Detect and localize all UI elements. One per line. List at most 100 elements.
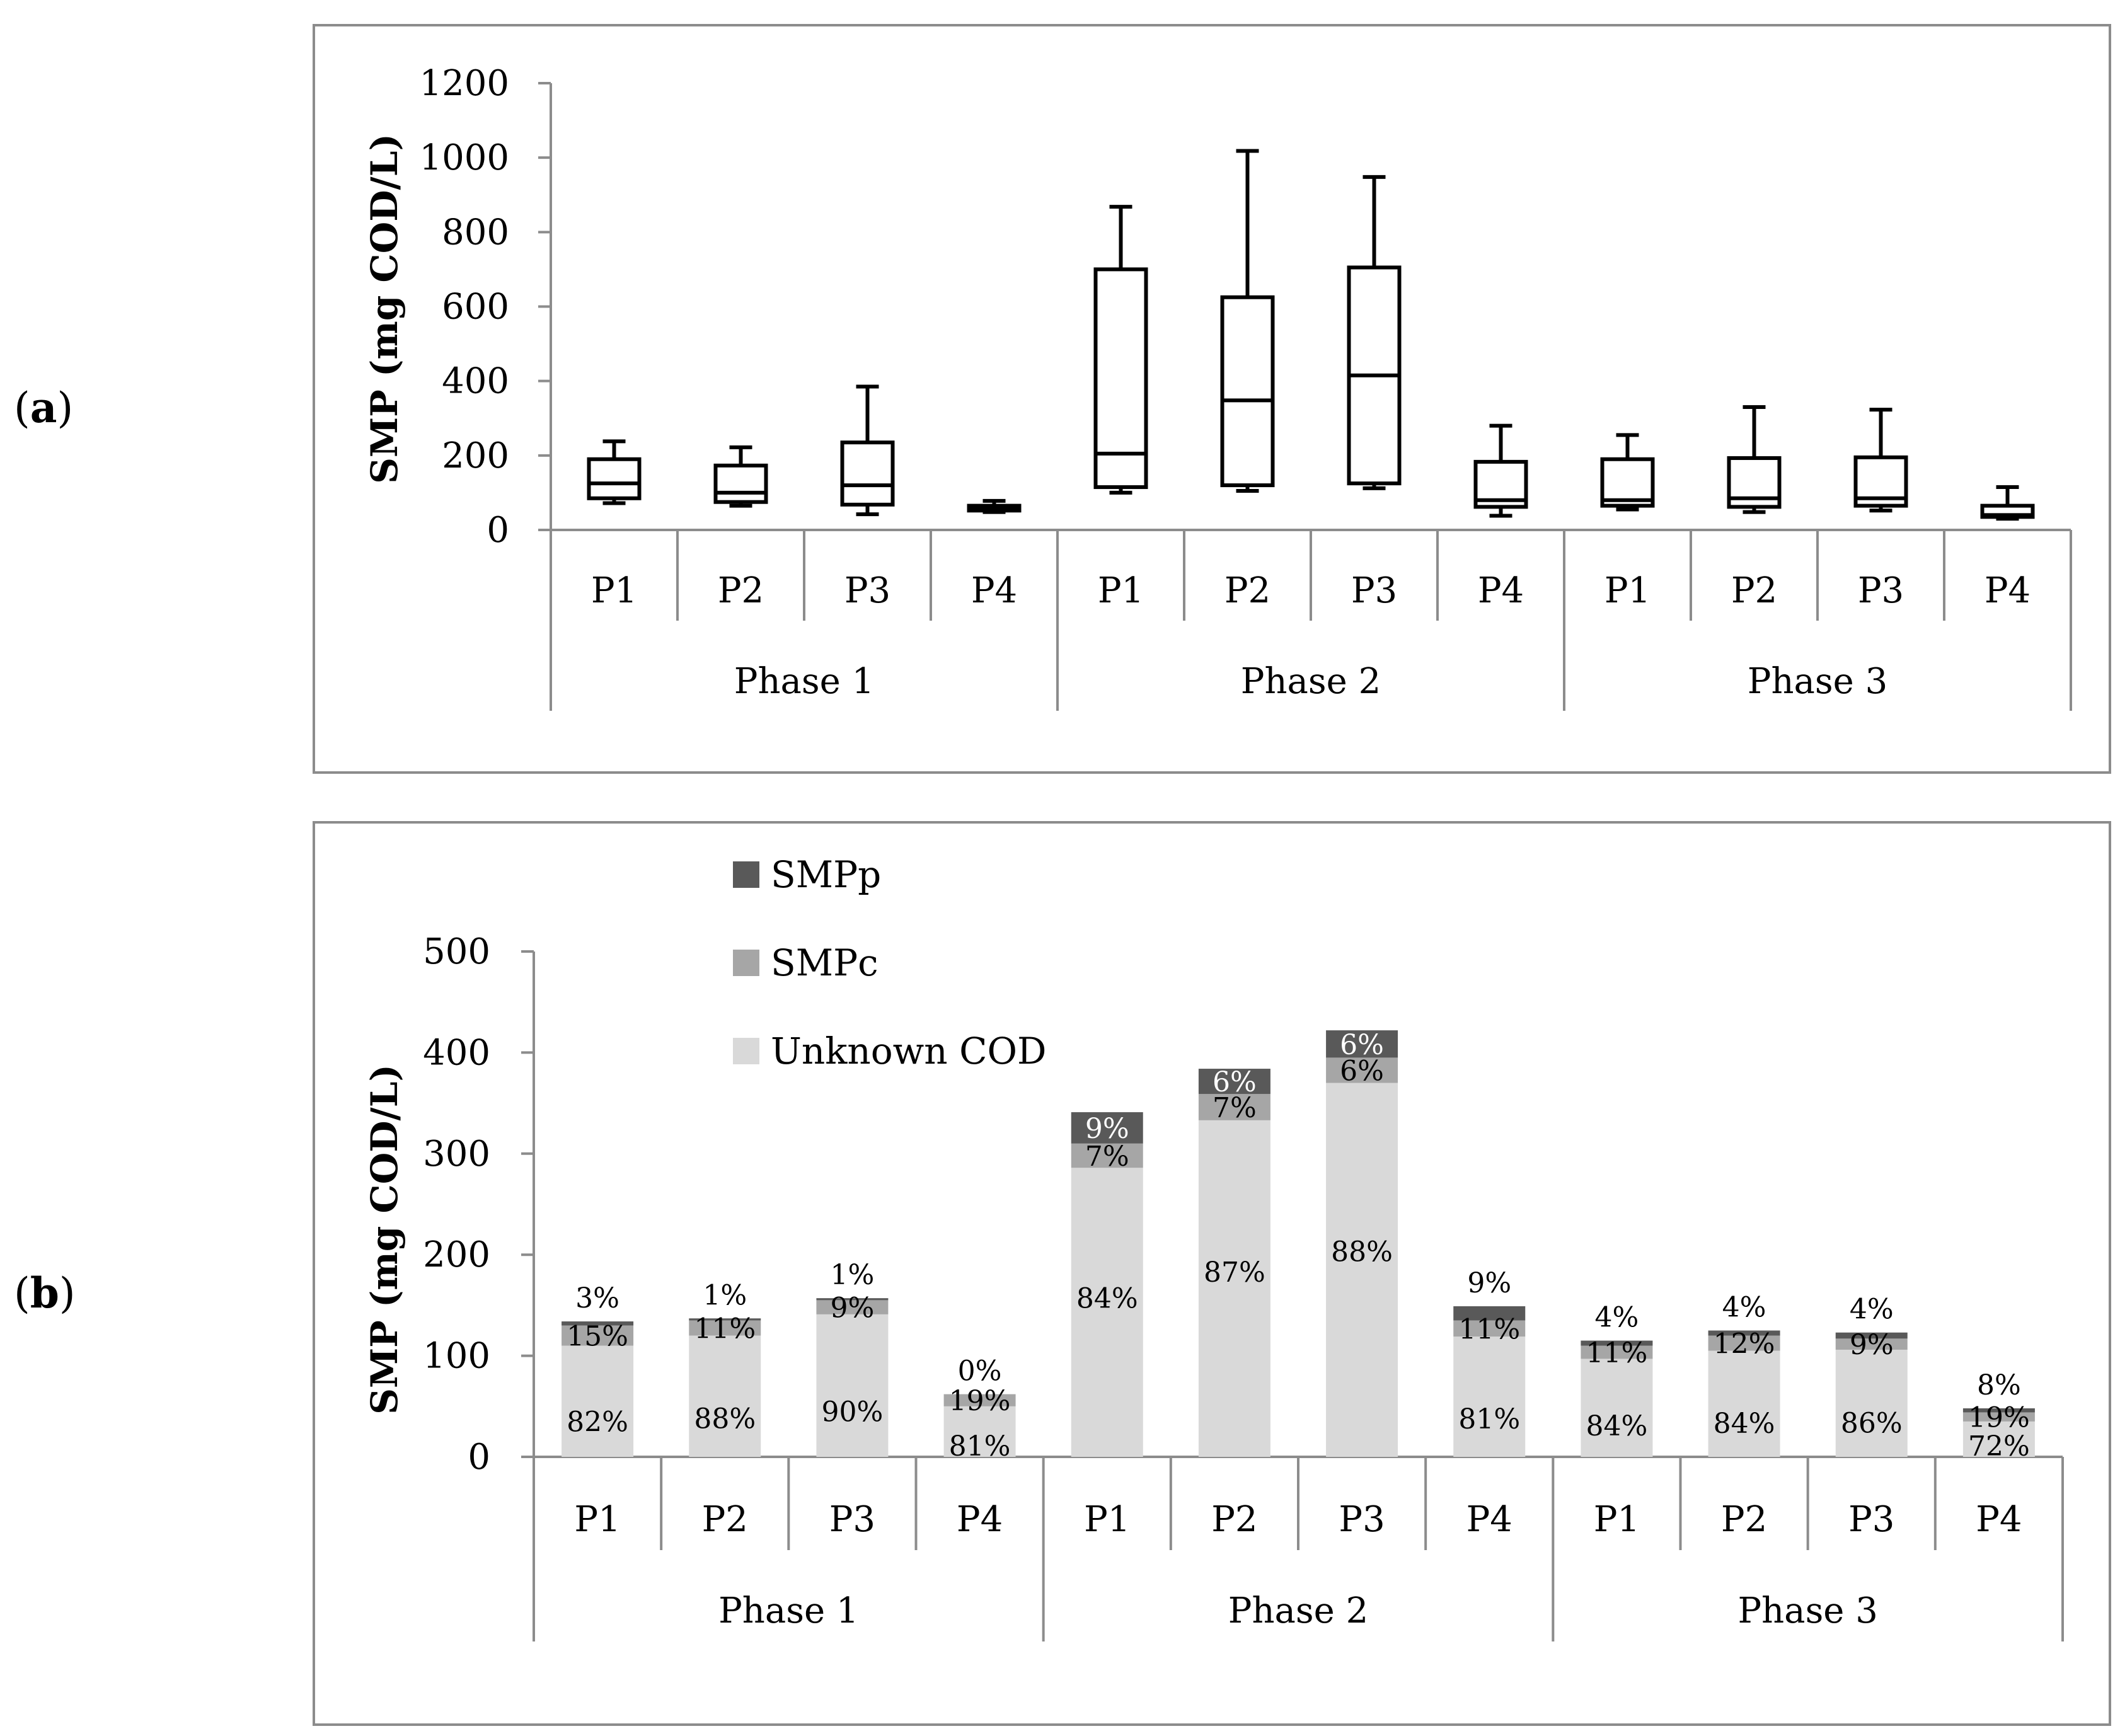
panel-b-y-axis-label: SMP (mg COD/L) <box>363 1064 406 1415</box>
bar-segment-smpp <box>1835 1332 1908 1339</box>
x-tick-label: P4 <box>1985 570 2031 611</box>
bar-stack: 88% 6%6% <box>1326 1029 1398 1457</box>
x-tick-label: P4 <box>971 570 1017 611</box>
legend-swatch <box>733 950 759 976</box>
bar-label-smpc: 7% <box>1213 1092 1257 1124</box>
bar-label-smpc: 7% <box>1085 1141 1129 1173</box>
box-item <box>1727 405 1782 514</box>
bar-label-unknown: 72% <box>1968 1430 2030 1463</box>
box-item <box>967 498 1022 514</box>
bar-label-smpc: 9% <box>831 1292 875 1325</box>
bar-segment-smpp <box>1453 1306 1526 1321</box>
bar-label-smpc: 19% <box>949 1385 1011 1417</box>
x-tick-label: P1 <box>1084 1499 1130 1540</box>
bar-stack: 84% 12% 4% <box>1708 1292 1780 1457</box>
bar-stack: 72%19%8% <box>1962 1369 2035 1463</box>
bar-segment-unknown-cod <box>816 1314 889 1457</box>
bar-label-unknown: 81% <box>949 1430 1011 1463</box>
bar-segment-unknown-cod <box>1962 1421 2035 1457</box>
bar-segment-smpc <box>1835 1338 1908 1350</box>
bar-segment-unknown-cod <box>689 1335 761 1457</box>
x-tick-label: P4 <box>1976 1499 2022 1540</box>
bar-segment-smpp <box>1581 1340 1653 1346</box>
bar-label-smpp: 1% <box>831 1259 875 1291</box>
x-tick-label: P2 <box>1721 1499 1767 1540</box>
x-tick-label: P3 <box>1858 570 1904 611</box>
panel-a: (a) SMP (mg COD/L) 0 200 400 600 800 1000 1200… <box>14 24 2111 774</box>
x-group-label: Phase 3 <box>1737 1590 1877 1631</box>
bar-segment-smpp <box>1198 1069 1270 1095</box>
x-tick-label: P2 <box>1731 570 1777 611</box>
x-tick-label: P2 <box>702 1499 748 1540</box>
bar-label-smpc: 6% <box>1340 1055 1384 1087</box>
bar-segment-smpc <box>1071 1143 1143 1168</box>
x-tick-label: P2 <box>1211 1499 1257 1540</box>
y-tick-label: 800 <box>442 212 509 253</box>
bar-segment-smpc <box>816 1300 889 1314</box>
bar-segment-smpp <box>1962 1408 2035 1413</box>
bar-label-smpc: 15% <box>567 1321 628 1353</box>
bar-label-smpp: 4% <box>1722 1292 1766 1324</box>
y-tick-label: 200 <box>442 435 509 476</box>
bar-label-unknown: 88% <box>1331 1236 1393 1268</box>
box-item <box>1093 205 1148 495</box>
x-tick-label: P2 <box>1224 570 1270 611</box>
bar-stack: 84% 11%4% <box>1581 1302 1653 1457</box>
bar-label-smpc: 11% <box>694 1313 756 1345</box>
bar-stack: 84% 7%9% <box>1071 1112 1143 1457</box>
panel-b-frame <box>313 821 2111 1726</box>
legend-label: SMPp <box>771 853 881 896</box>
bar-label-smpp: 0% <box>958 1355 1002 1388</box>
bar-segment-smpp <box>1071 1112 1143 1144</box>
x-tick-label: P2 <box>718 570 764 611</box>
bar-segment-smpc <box>1198 1094 1270 1120</box>
box-item <box>713 445 768 508</box>
bar-segment-smpp <box>689 1318 761 1321</box>
panel-a-x-axis: P1 P2 P3 P4 P1 P2 P3 P4 P1 P2 P3 P4 Phase 1 Phase 2 Ph… <box>550 529 2072 711</box>
bar-label-unknown: 84% <box>1586 1410 1648 1442</box>
y-tick-label: 400 <box>442 361 509 402</box>
bar-label-unknown: 82% <box>567 1406 628 1439</box>
x-group-label: Phase 1 <box>734 661 874 702</box>
y-tick-label: 200 <box>423 1234 490 1275</box>
legend: SMPp SMPc Unknown COD <box>733 853 1047 1072</box>
box-item <box>587 439 642 505</box>
x-group-label: Phase 2 <box>1241 661 1381 702</box>
bar-label-unknown: 90% <box>822 1396 884 1428</box>
x-tick-label: P1 <box>574 1499 620 1540</box>
bar-segment-smpp <box>816 1298 889 1301</box>
x-tick-label: P3 <box>1339 1499 1385 1540</box>
bar-label-smpp: 6% <box>1340 1029 1384 1061</box>
bar-label-unknown: 84% <box>1714 1408 1775 1440</box>
bar-label-smpp: 4% <box>1850 1294 1894 1326</box>
bar-stack: 81% 11% 9% <box>1453 1267 1526 1457</box>
panel-a-boxes <box>587 149 2035 521</box>
bar-segment-unknown-cod <box>943 1406 1016 1457</box>
bar-label-smpp: 4% <box>1595 1302 1639 1334</box>
y-tick-label: 0 <box>468 1437 490 1478</box>
bar-label-unknown: 86% <box>1841 1408 1903 1440</box>
box-body <box>1220 295 1275 488</box>
x-tick-label: P3 <box>829 1499 875 1540</box>
y-tick-label: 300 <box>423 1134 490 1175</box>
legend-item: SMPc <box>733 941 879 984</box>
box-body <box>1600 457 1655 508</box>
x-tick-label: P1 <box>1604 570 1650 611</box>
bar-segment-unknown-cod <box>1198 1120 1270 1457</box>
x-tick-label: P1 <box>1098 570 1144 611</box>
legend-item: Unknown COD <box>733 1030 1047 1072</box>
panel-b-y-axis: 0 100 200 300 400 500 <box>423 931 535 1478</box>
x-group-label: Phase 3 <box>1748 661 1887 702</box>
bar-segment-unknown-cod <box>1581 1359 1653 1457</box>
bar-stack: 87% 7%6% <box>1198 1066 1270 1457</box>
bar-label-smpp: 8% <box>1977 1369 2021 1401</box>
bar-label-smpp: 3% <box>575 1282 619 1314</box>
box-item <box>1347 175 1402 490</box>
box-item <box>840 384 895 517</box>
x-tick-label: P4 <box>1466 1499 1512 1540</box>
bar-label-smpc: 11% <box>1458 1313 1520 1345</box>
y-tick-label: 600 <box>442 287 509 328</box>
panel-a-label: (a) <box>14 383 73 432</box>
x-tick-label: P1 <box>1594 1499 1640 1540</box>
panel-a-frame <box>313 24 2111 774</box>
